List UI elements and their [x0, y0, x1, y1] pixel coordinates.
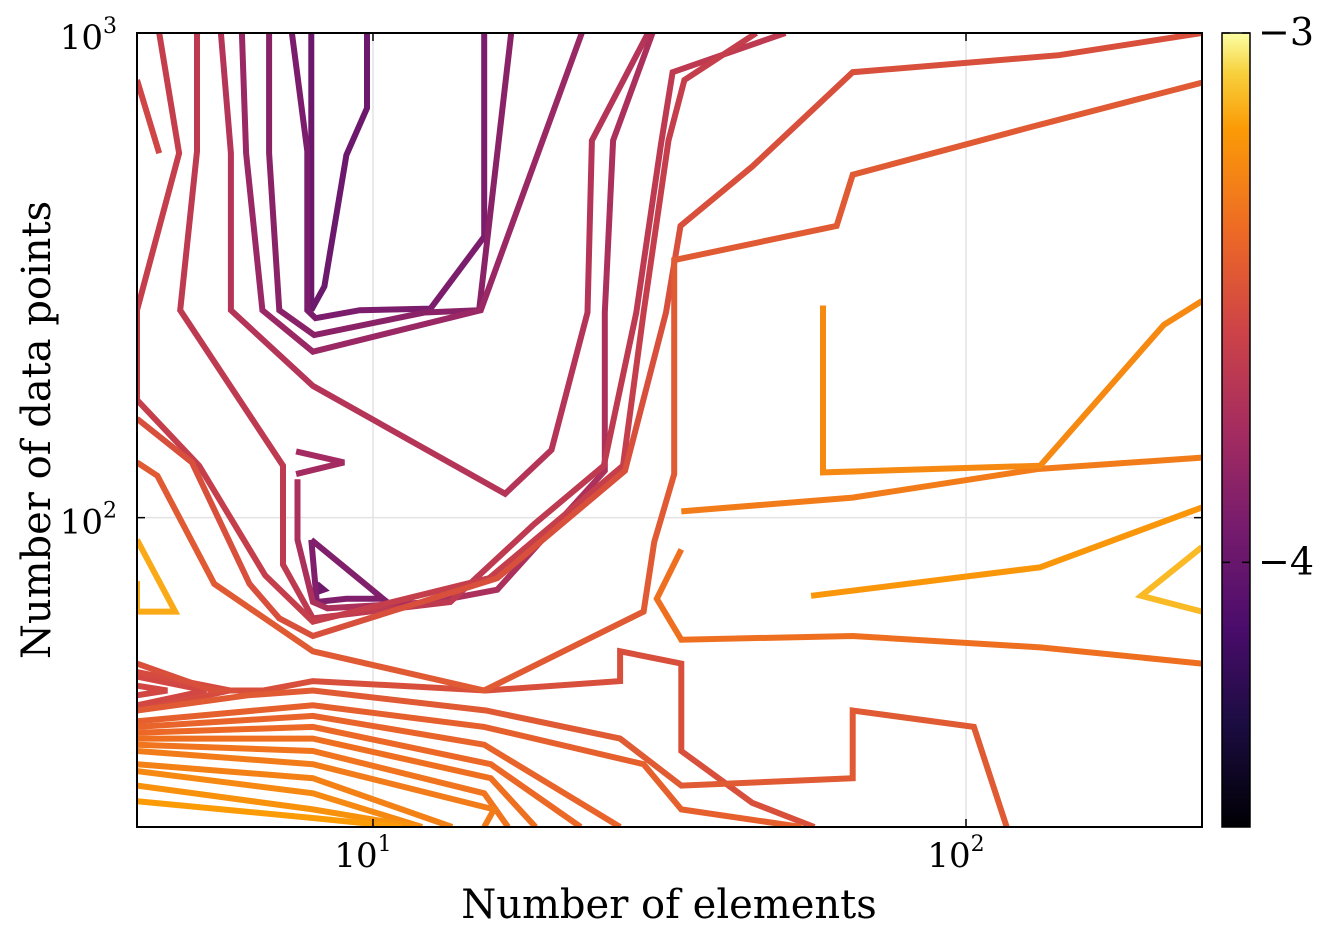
- contour-line: [653, 548, 1202, 667]
- contour-line: [308, 537, 392, 606]
- contour-line: [137, 723, 583, 827]
- contour-line: [137, 748, 499, 827]
- contour-line: [137, 735, 538, 827]
- contour-line: [820, 298, 1202, 476]
- contour-line: [217, 33, 651, 498]
- y-tick-base: 10: [60, 503, 103, 543]
- contour-line: [810, 504, 1202, 599]
- contour-line: [137, 647, 816, 827]
- contour-line: [137, 33, 758, 626]
- colorbar-tick-label: −3: [1258, 10, 1314, 54]
- contour-line: [137, 682, 168, 699]
- y-tick-label: 103: [60, 14, 117, 58]
- x-tick-base: 10: [334, 836, 377, 876]
- colorbar-tick-label: −4: [1258, 539, 1314, 583]
- contour-line: [1134, 544, 1202, 615]
- x-tick-exponent: 1: [378, 832, 392, 857]
- contour-line: [238, 33, 585, 355]
- contour-line: [137, 768, 423, 827]
- y-tick-exponent: 3: [103, 14, 117, 39]
- plot-frame: [136, 32, 1203, 828]
- contour-line: [294, 33, 656, 612]
- y-tick-exponent: 2: [103, 499, 117, 524]
- contour-line: [137, 79, 163, 155]
- x-tick-label: 101: [334, 832, 391, 876]
- contour-line: [295, 448, 345, 478]
- contour-line: [177, 33, 787, 622]
- colorbar: [1221, 32, 1251, 828]
- contour-line: [137, 761, 454, 827]
- y-tick-base: 10: [60, 18, 103, 58]
- y-axis-title: Number of data points: [14, 201, 60, 659]
- contour-lines: [137, 33, 1202, 827]
- contour-line: [681, 454, 1202, 515]
- x-tick-label: 102: [927, 832, 984, 876]
- contour-line: [288, 33, 488, 322]
- contour-line: [137, 712, 622, 827]
- colorbar-ticks: −3 −4: [1222, 10, 1314, 583]
- x-tick-exponent: 2: [971, 832, 985, 857]
- contour-line: [137, 79, 1202, 694]
- contour-line: [137, 702, 802, 827]
- contour-line: [137, 782, 419, 827]
- contour-line: [137, 687, 1010, 827]
- y-tick-label: 102: [60, 499, 117, 543]
- contour-line: [308, 33, 370, 312]
- contour-line: [137, 33, 1202, 640]
- contour-line: [137, 538, 181, 615]
- x-axis-title: Number of elements: [461, 882, 877, 928]
- x-tick-base: 10: [927, 836, 970, 876]
